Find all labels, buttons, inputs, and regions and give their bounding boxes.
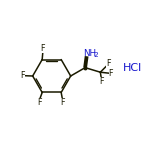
Text: F: F bbox=[60, 98, 65, 107]
Text: NH: NH bbox=[83, 49, 97, 58]
Text: F: F bbox=[20, 71, 25, 80]
Text: 2: 2 bbox=[93, 52, 98, 58]
Text: F: F bbox=[100, 77, 104, 86]
Text: F: F bbox=[109, 69, 113, 78]
Text: F: F bbox=[41, 44, 45, 53]
Text: HCl: HCl bbox=[123, 63, 143, 73]
Text: F: F bbox=[106, 59, 111, 68]
Text: F: F bbox=[37, 98, 41, 107]
